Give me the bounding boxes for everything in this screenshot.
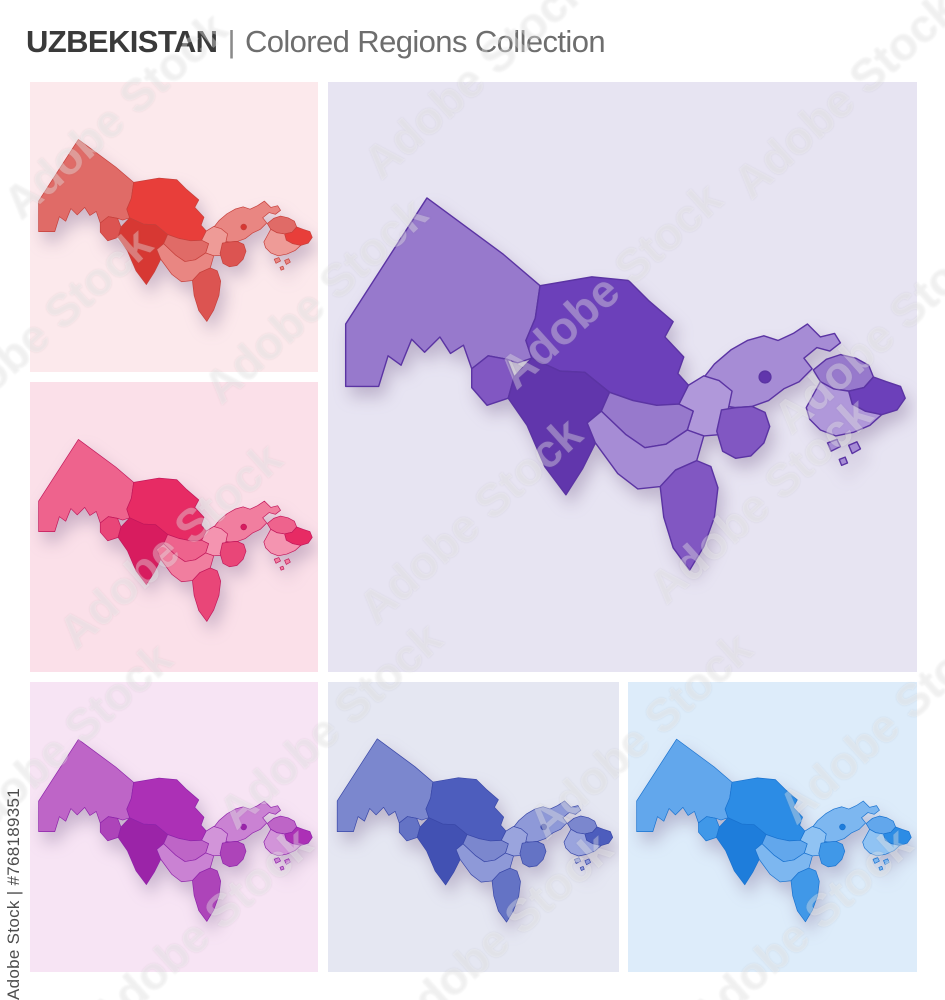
region-surkhandarya [659, 459, 719, 571]
region-karakalpakstan [344, 197, 541, 388]
region-karakalpakstan [336, 738, 434, 832]
map-tile-red [30, 82, 318, 372]
map-tile-purple [328, 82, 917, 672]
region-khorezm [471, 355, 515, 406]
region-sirdaryo [519, 841, 547, 868]
uzbekistan-regions-map [38, 439, 313, 622]
uzbekistan-regions-map [344, 197, 906, 571]
region-karakalpakstan [38, 139, 135, 232]
uzbekistan-regions-map [38, 139, 313, 322]
map-tile-magenta [30, 682, 318, 972]
region-tashkent-city [240, 223, 247, 231]
map-tile-pink [30, 382, 318, 672]
title-subtitle: Colored Regions Collection [244, 24, 606, 59]
region-kashkadarya [156, 243, 215, 283]
region-fergana-islets [574, 857, 592, 871]
region-karakalpakstan [636, 738, 733, 832]
region-sirdaryo [219, 841, 247, 868]
region-kashkadarya [586, 410, 705, 490]
region-fergana [563, 828, 602, 857]
region-kashkadarya [754, 843, 813, 883]
region-tashkent [212, 800, 281, 843]
region-surkhandarya [192, 267, 222, 322]
region-karakalpakstan [38, 439, 135, 532]
region-surkhandarya [192, 567, 222, 622]
region-tashkent [810, 800, 880, 843]
region-tashkent-city [240, 823, 247, 831]
region-fergana [805, 381, 883, 437]
region-tashkent-city [758, 370, 772, 384]
region-tashkent [512, 800, 582, 843]
map-tile-blue [628, 682, 917, 972]
region-khorezm [698, 816, 720, 842]
map-tile-indigo [328, 682, 619, 972]
region-fergana [263, 228, 302, 257]
uzbekistan-regions-map [336, 738, 614, 923]
region-karakalpakstan [38, 739, 135, 832]
title-separator: | [227, 24, 235, 59]
region-tashkent-city [839, 823, 846, 831]
region-fergana-islets [826, 438, 862, 467]
region-khorezm [99, 816, 122, 842]
region-sirdaryo [219, 241, 247, 268]
region-tashkent-city [540, 823, 547, 831]
title-country: UZBEKISTAN [26, 24, 218, 59]
stock-credit: Adobe Stock | #768189351 [4, 787, 23, 1000]
page-title: UZBEKISTAN | Colored Regions Collection [26, 24, 606, 60]
region-fergana [263, 828, 302, 857]
region-kashkadarya [156, 543, 215, 583]
region-surkhandarya [192, 867, 222, 922]
region-surkhandarya [491, 867, 521, 923]
region-surkhandarya [790, 867, 820, 923]
region-tashkent [212, 500, 281, 543]
region-khorezm [99, 216, 122, 242]
uzbekistan-regions-map [38, 739, 313, 922]
region-khorezm [99, 516, 122, 542]
region-fergana-islets [273, 857, 291, 871]
region-fergana-islets [273, 557, 291, 571]
region-fergana [862, 828, 901, 857]
region-kashkadarya [156, 843, 215, 883]
region-tashkent [700, 323, 842, 409]
region-sirdaryo [818, 841, 846, 868]
region-sirdaryo [219, 541, 247, 568]
region-khorezm [398, 816, 421, 842]
region-tashkent-city [240, 523, 247, 531]
region-fergana-islets [872, 857, 890, 871]
region-kashkadarya [455, 843, 514, 883]
region-fergana [263, 528, 302, 557]
uzbekistan-regions-map [636, 738, 912, 923]
region-fergana-islets [273, 257, 291, 271]
region-tashkent [212, 200, 281, 243]
region-sirdaryo [716, 405, 771, 459]
